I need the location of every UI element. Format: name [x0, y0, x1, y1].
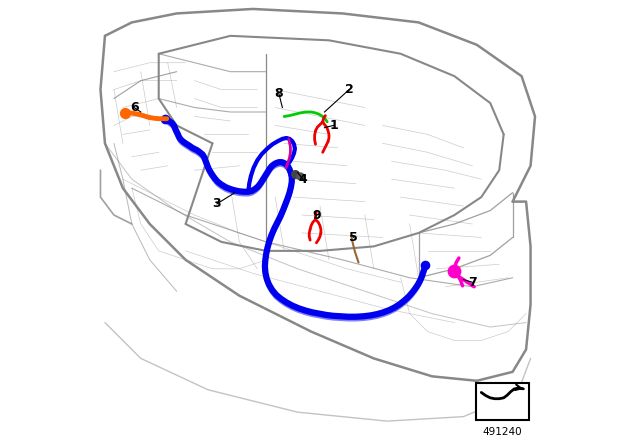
Text: 3: 3 [212, 197, 221, 211]
Point [420, 262, 430, 269]
Point [449, 267, 460, 275]
Text: 7: 7 [468, 276, 477, 289]
Text: 1: 1 [329, 119, 338, 132]
Point [295, 172, 305, 179]
Text: 5: 5 [349, 231, 358, 244]
Text: 491240: 491240 [483, 427, 522, 437]
Text: 2: 2 [345, 83, 353, 96]
Point [290, 170, 300, 177]
Text: 4: 4 [299, 172, 307, 186]
Point [120, 109, 131, 116]
Bar [476, 383, 529, 420]
Point [160, 115, 170, 122]
Text: 6: 6 [130, 101, 138, 114]
Text: 8: 8 [275, 86, 283, 100]
Text: 9: 9 [312, 208, 321, 222]
